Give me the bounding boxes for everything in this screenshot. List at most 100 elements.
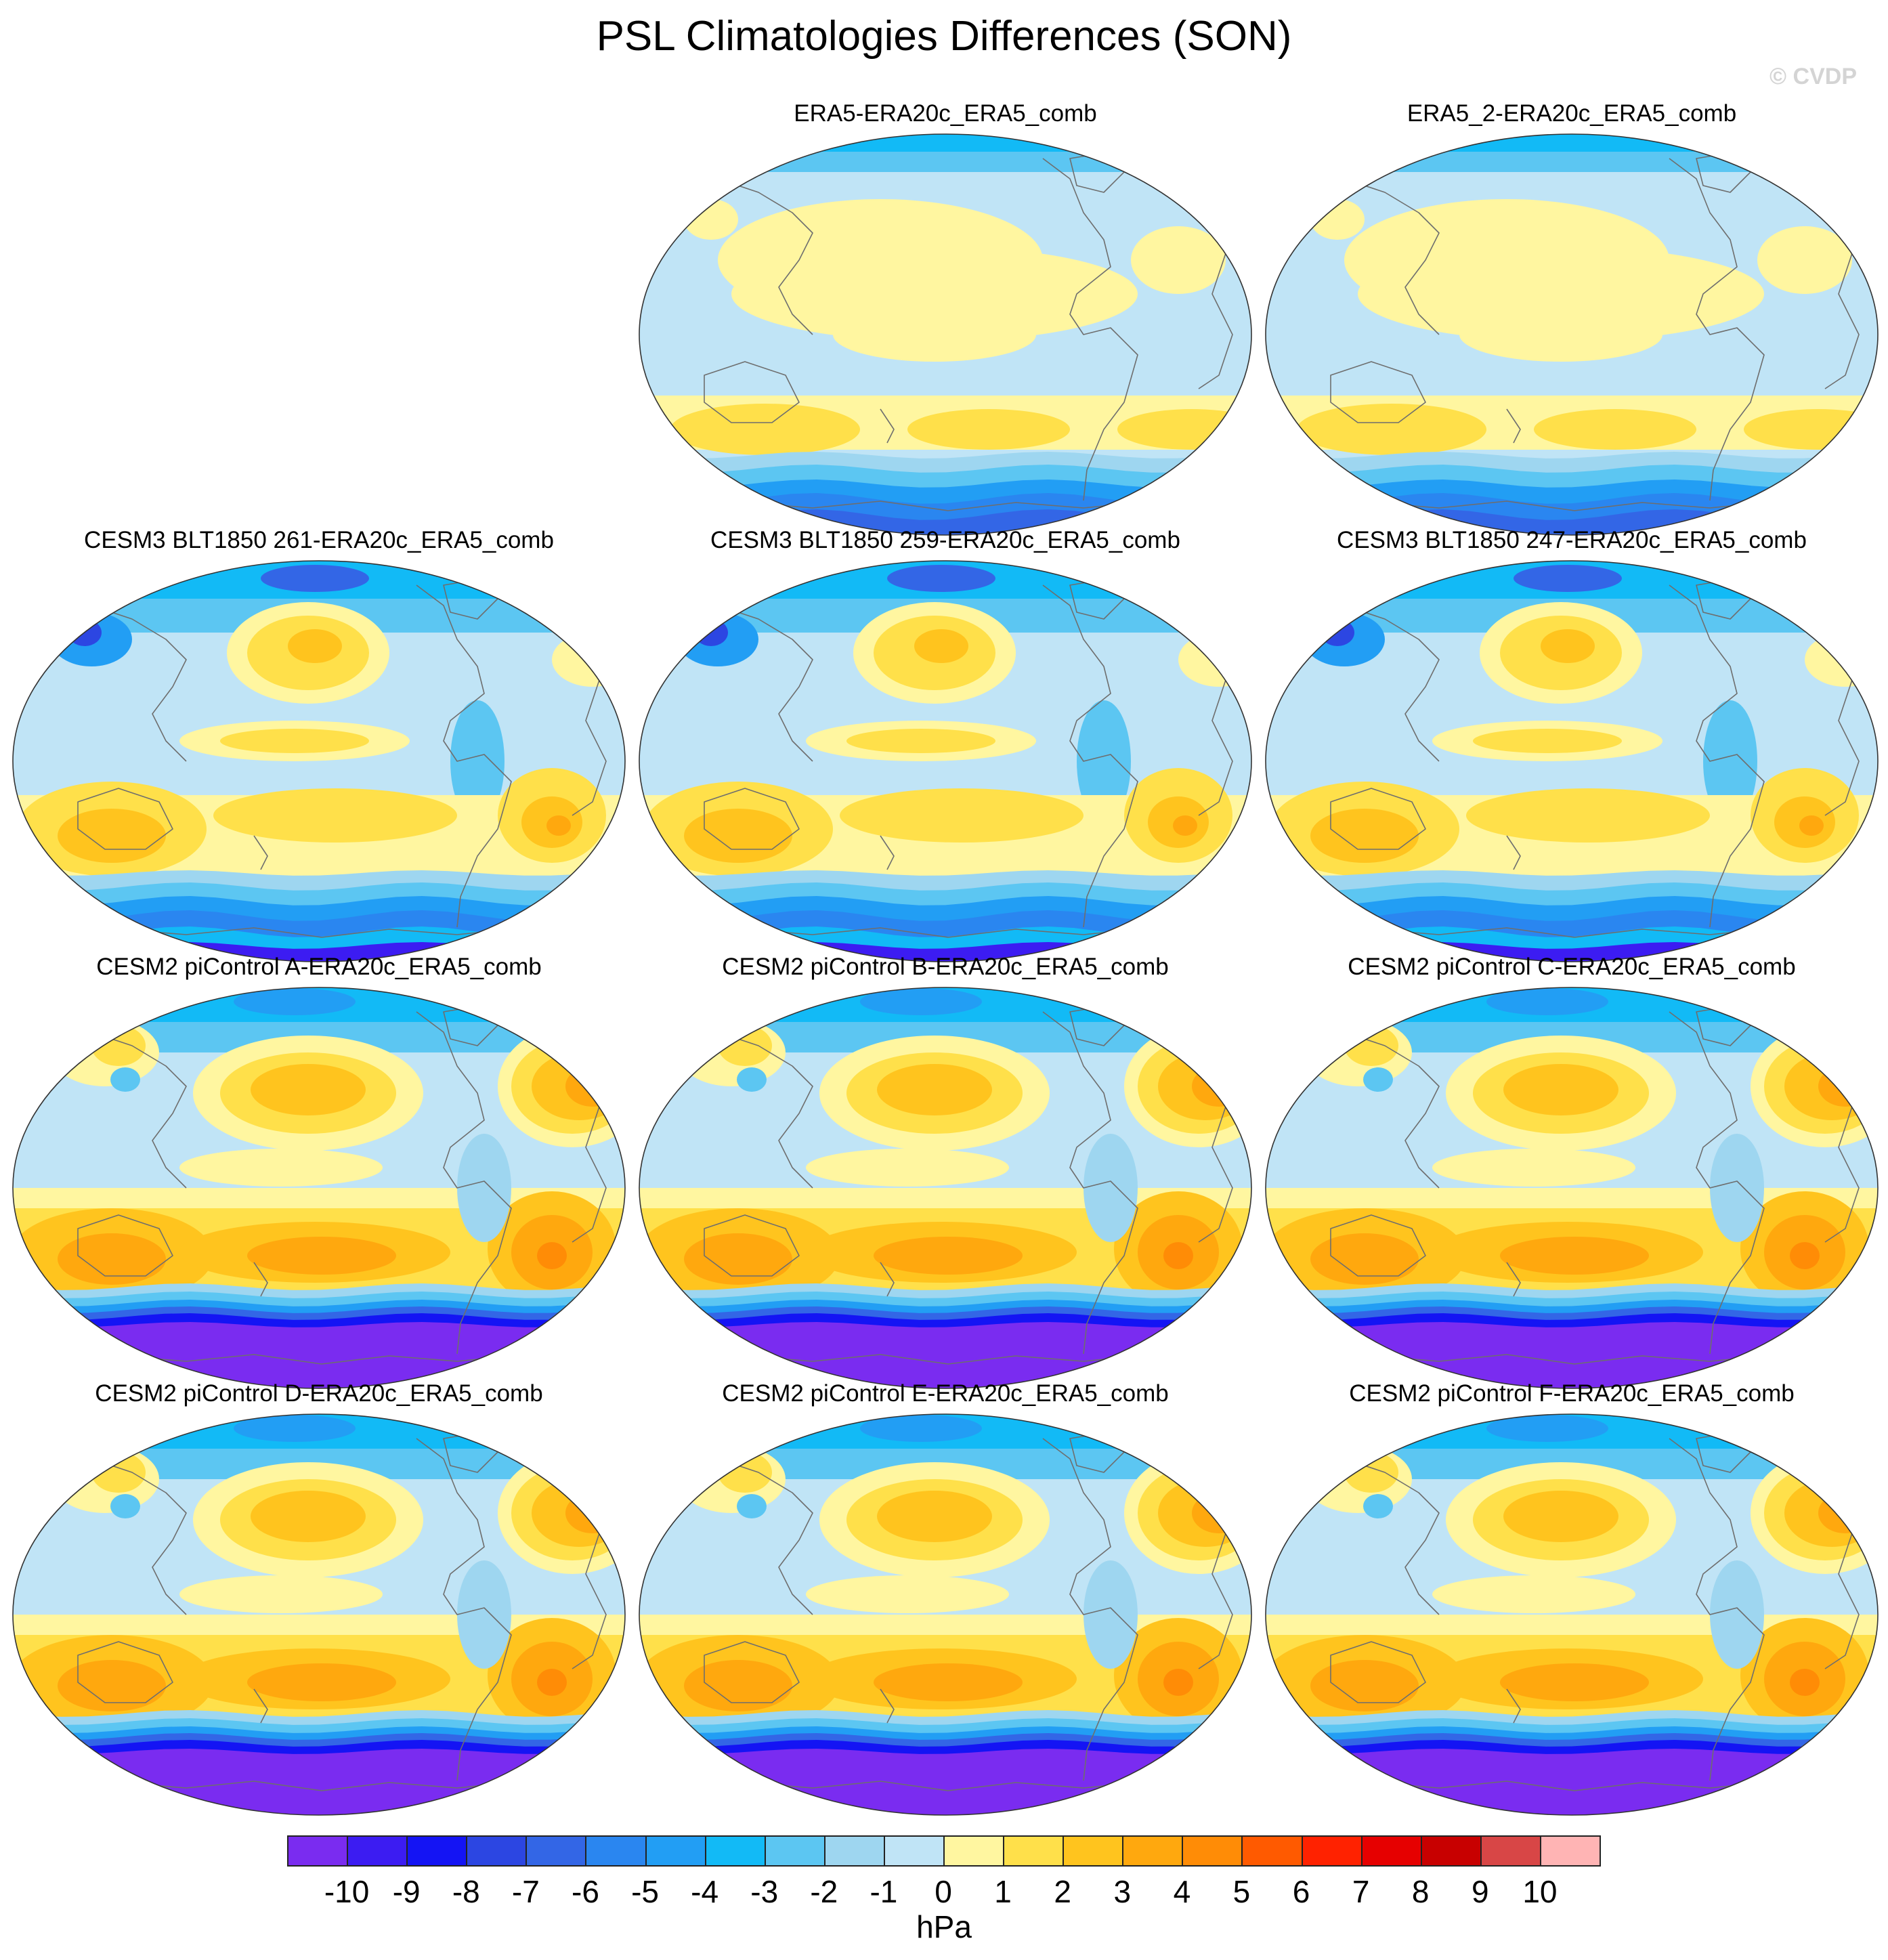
pressure-blob [1310, 809, 1419, 863]
coastline [91, 605, 187, 762]
map-cesm2-f [1265, 1413, 1879, 1816]
pressure-blob [670, 404, 860, 455]
coastline [1344, 1031, 1440, 1189]
pressure-blob [234, 1415, 356, 1442]
map-outline [12, 1413, 626, 1816]
map-panel: CESM2 piControl D-ERA20c_ERA5_comb [10, 1380, 628, 1820]
polar-cap [1266, 1749, 1878, 1815]
coastline [77, 1641, 173, 1703]
coastline [1330, 1641, 1426, 1703]
coastline [704, 1641, 800, 1703]
coastline [1042, 158, 1138, 501]
pressure-blob [737, 1067, 767, 1092]
pressure-blob [718, 1452, 772, 1493]
colorbar-box [823, 1835, 885, 1867]
map-panel: ERA5-ERA20c_ERA5_comb [637, 100, 1254, 540]
pressure-blob [247, 1237, 396, 1275]
coastline [880, 1262, 895, 1297]
pressure-blob [251, 1491, 366, 1542]
pressure-blob [1131, 226, 1226, 294]
colorbar-box [1241, 1835, 1303, 1867]
pressure-blob [1703, 700, 1757, 822]
colorbar-box [1360, 1835, 1422, 1867]
pressure-blob [874, 1237, 1023, 1275]
pressure-blob [833, 307, 1036, 362]
pressure-blob [179, 1575, 383, 1613]
pressure-blob [457, 1560, 511, 1669]
coastline [253, 835, 268, 870]
pressure-blob [1818, 1493, 1872, 1533]
pressure-blob [179, 1149, 383, 1187]
pressure-blob [1344, 1025, 1398, 1066]
colorbar-tick-label: 6 [1292, 1874, 1310, 1909]
map-cesm2-b [639, 987, 1252, 1389]
pressure-blob [58, 1233, 166, 1285]
colorbar-box [704, 1835, 766, 1867]
coastline [1330, 1214, 1426, 1277]
panel-title: CESM2 piControl B-ERA20c_ERA5_comb [722, 954, 1169, 980]
colorbar-tick-label: -6 [572, 1874, 599, 1909]
coastline [1344, 1458, 1440, 1615]
map-outline [639, 133, 1252, 536]
map-cesm2-d [12, 1413, 626, 1816]
coastline [1330, 361, 1426, 423]
colorbar-tick-label: -1 [870, 1874, 898, 1909]
pressure-blob [288, 629, 342, 663]
colorbar-tick-label: 7 [1352, 1874, 1370, 1909]
map-panel: CESM2 piControl B-ERA20c_ERA5_comb [637, 954, 1254, 1394]
pressure-blob [1358, 247, 1764, 341]
pressure-blob [1173, 815, 1197, 836]
panel-title: CESM2 piControl D-ERA20c_ERA5_comb [95, 1380, 543, 1407]
pressure-blob [457, 1134, 511, 1242]
map-cesm2-c [1265, 987, 1879, 1389]
colorbar-box [1539, 1835, 1601, 1867]
map-cesm3-259 [639, 560, 1252, 962]
coastline [416, 584, 512, 928]
panel-title: CESM2 piControl F-ERA20c_ERA5_comb [1349, 1380, 1795, 1407]
panel-title: CESM3 BLT1850 259-ERA20c_ERA5_comb [710, 527, 1180, 553]
coastline [717, 605, 813, 762]
pressure-blob [1500, 1237, 1649, 1275]
colorbar-units: hPa [916, 1909, 972, 1944]
pressure-blob [1084, 1560, 1138, 1669]
pressure-blob [1297, 404, 1486, 455]
panel-title: CESM3 BLT1850 247-ERA20c_ERA5_comb [1337, 527, 1807, 553]
map-outline [1265, 1413, 1879, 1816]
colorbar-box [883, 1835, 945, 1867]
colorbar-box [1003, 1835, 1065, 1867]
map-outline [1265, 133, 1879, 536]
colorbar [287, 1835, 1601, 1868]
panel-title: CESM3 BLT1850 261-ERA20c_ERA5_comb [84, 527, 554, 553]
coastline [880, 408, 895, 444]
pressure-blob [1163, 1242, 1193, 1269]
pressure-blob [537, 1669, 567, 1696]
colorbar-box [287, 1835, 349, 1867]
pressure-blob [546, 815, 571, 836]
pressure-blob [1432, 1575, 1635, 1613]
colorbar-box [1122, 1835, 1184, 1867]
pressure-blob [537, 1242, 567, 1269]
pressure-blob [731, 247, 1138, 341]
coastline [91, 1458, 187, 1615]
pressure-blob [684, 1233, 792, 1285]
pressure-blob [110, 1494, 140, 1518]
polar-cap [13, 1749, 625, 1815]
pressure-blob [1503, 1491, 1618, 1542]
colorbar-box [645, 1835, 706, 1867]
pressure-blob [251, 1064, 366, 1115]
pressure-blob [565, 1066, 620, 1107]
pressure-blob [213, 788, 457, 843]
pressure-blob [58, 1660, 166, 1711]
colorbar-tick-label: 0 [935, 1874, 952, 1909]
pressure-blob [450, 700, 505, 822]
pressure-blob [860, 988, 982, 1015]
pressure-blob [58, 809, 166, 863]
colorbar-tick-label: 3 [1113, 1874, 1132, 1909]
map-obs-1 [639, 133, 1252, 536]
map-panel: CESM2 piControl E-ERA20c_ERA5_comb [637, 1380, 1254, 1820]
colorbar-box [764, 1835, 825, 1867]
coastline [1669, 1011, 1765, 1355]
colorbar-tick-label: 5 [1232, 1874, 1251, 1909]
pressure-blob [806, 1149, 1009, 1187]
coastline [1042, 1011, 1138, 1355]
